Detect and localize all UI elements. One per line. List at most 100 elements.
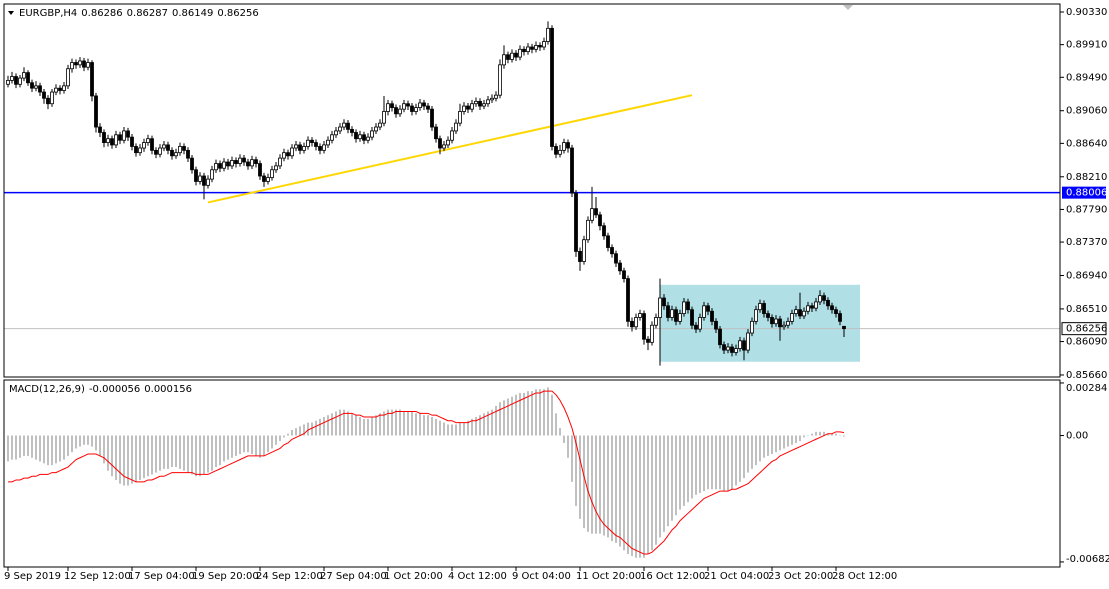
candle-body bbox=[622, 270, 626, 280]
macd-bar bbox=[435, 418, 437, 436]
candle-body bbox=[658, 297, 662, 318]
macd-bar bbox=[411, 411, 413, 436]
candle-body bbox=[258, 163, 262, 177]
candle-body bbox=[442, 144, 446, 149]
macd-bar bbox=[599, 435, 601, 534]
macd-bar bbox=[723, 435, 725, 492]
candle-body bbox=[430, 108, 434, 128]
macd-bar bbox=[655, 435, 657, 545]
candle-body bbox=[142, 142, 146, 149]
candle-body bbox=[174, 152, 178, 157]
macd-bar bbox=[155, 435, 157, 473]
macd-bar bbox=[771, 435, 773, 455]
candle-body bbox=[750, 320, 754, 334]
macd-bar bbox=[667, 435, 669, 527]
y-tick-label: 0.89060 bbox=[1066, 106, 1107, 117]
price-panel-frame bbox=[3, 3, 1061, 378]
candle-body bbox=[738, 340, 742, 349]
y-tick-label: 0.86510 bbox=[1066, 304, 1107, 315]
macd-bar bbox=[371, 417, 373, 436]
candle-body bbox=[458, 111, 462, 124]
candle-body bbox=[422, 102, 426, 107]
candle-body bbox=[582, 239, 586, 262]
candle-body bbox=[574, 192, 578, 252]
level-box bbox=[1062, 186, 1106, 199]
candle-body bbox=[118, 134, 122, 141]
menu-arrow[interactable] bbox=[8, 11, 14, 15]
macd-bar bbox=[99, 435, 101, 456]
candle-body bbox=[310, 139, 314, 143]
macd-bar bbox=[563, 435, 565, 443]
candle-body bbox=[214, 163, 218, 171]
macd-bar bbox=[511, 396, 513, 436]
candle-body bbox=[42, 91, 46, 99]
macd-bar bbox=[799, 435, 801, 442]
candle-body bbox=[794, 309, 798, 314]
candle-body bbox=[702, 305, 706, 318]
macd-bar bbox=[199, 435, 201, 477]
macd-bar bbox=[795, 435, 797, 443]
candle-body bbox=[610, 247, 614, 255]
candle-body bbox=[798, 309, 802, 317]
candle-body bbox=[506, 54, 510, 60]
candle-body bbox=[734, 348, 738, 353]
macd-bar bbox=[643, 435, 645, 558]
candle-body bbox=[762, 303, 766, 314]
candle-body bbox=[346, 122, 350, 130]
candle-body bbox=[838, 313, 842, 322]
candle-body bbox=[34, 85, 38, 89]
candle-body bbox=[514, 52, 518, 58]
last-low: 0.86149 bbox=[172, 8, 213, 19]
macd-bar bbox=[815, 431, 817, 436]
macd-signal-line bbox=[8, 390, 845, 555]
candle-body bbox=[722, 344, 726, 351]
candle-body bbox=[694, 324, 698, 330]
macd-bar bbox=[695, 435, 697, 495]
macd-bar bbox=[743, 435, 745, 479]
candle-body bbox=[26, 72, 30, 84]
y-tick-label: 0.89910 bbox=[1066, 40, 1107, 51]
macd-y-tick-label: -0.006827 bbox=[1066, 554, 1109, 565]
candle-body bbox=[530, 46, 534, 50]
current-price-label: 0.86256 bbox=[1066, 324, 1107, 335]
macd-bar bbox=[111, 435, 113, 477]
x-tick-label: 17 Sep 04:00 bbox=[128, 571, 195, 582]
y-tick-label: 0.89490 bbox=[1066, 72, 1107, 83]
macd-bar bbox=[159, 435, 161, 471]
macd-bar bbox=[635, 435, 637, 558]
candle-body bbox=[786, 320, 790, 326]
macd-bar bbox=[427, 415, 429, 436]
macd-bar bbox=[483, 413, 485, 436]
macd-title: MACD(12,26,9) bbox=[9, 384, 85, 395]
candle-body bbox=[166, 144, 170, 151]
macd-bar bbox=[123, 435, 125, 486]
candle-body bbox=[250, 159, 254, 167]
candle-body bbox=[194, 169, 198, 182]
macd-bar bbox=[495, 405, 497, 436]
macd-bar bbox=[351, 413, 353, 436]
macd-bar bbox=[691, 435, 693, 499]
candle-body bbox=[354, 132, 358, 140]
macd-bar bbox=[503, 400, 505, 436]
macd-bar bbox=[95, 435, 97, 451]
macd-bar bbox=[87, 435, 89, 445]
macd-bar bbox=[271, 435, 273, 449]
macd-bar bbox=[39, 435, 41, 462]
candle-body bbox=[614, 253, 618, 264]
macd-bar bbox=[559, 428, 561, 436]
macd-bar bbox=[279, 435, 281, 442]
candle-body bbox=[438, 138, 442, 149]
candle-body bbox=[230, 160, 234, 167]
macd-bar bbox=[571, 435, 573, 482]
candle-body bbox=[790, 313, 794, 322]
x-tick-label: 24 Sep 12:00 bbox=[256, 571, 323, 582]
macd-bar bbox=[819, 431, 821, 436]
candle-body bbox=[538, 45, 542, 48]
macd-bar bbox=[79, 435, 81, 447]
candle-body bbox=[730, 346, 734, 353]
macd-bar bbox=[163, 435, 165, 469]
candle-body bbox=[630, 320, 634, 328]
candle-body bbox=[162, 144, 166, 149]
macd-bar bbox=[455, 424, 457, 436]
